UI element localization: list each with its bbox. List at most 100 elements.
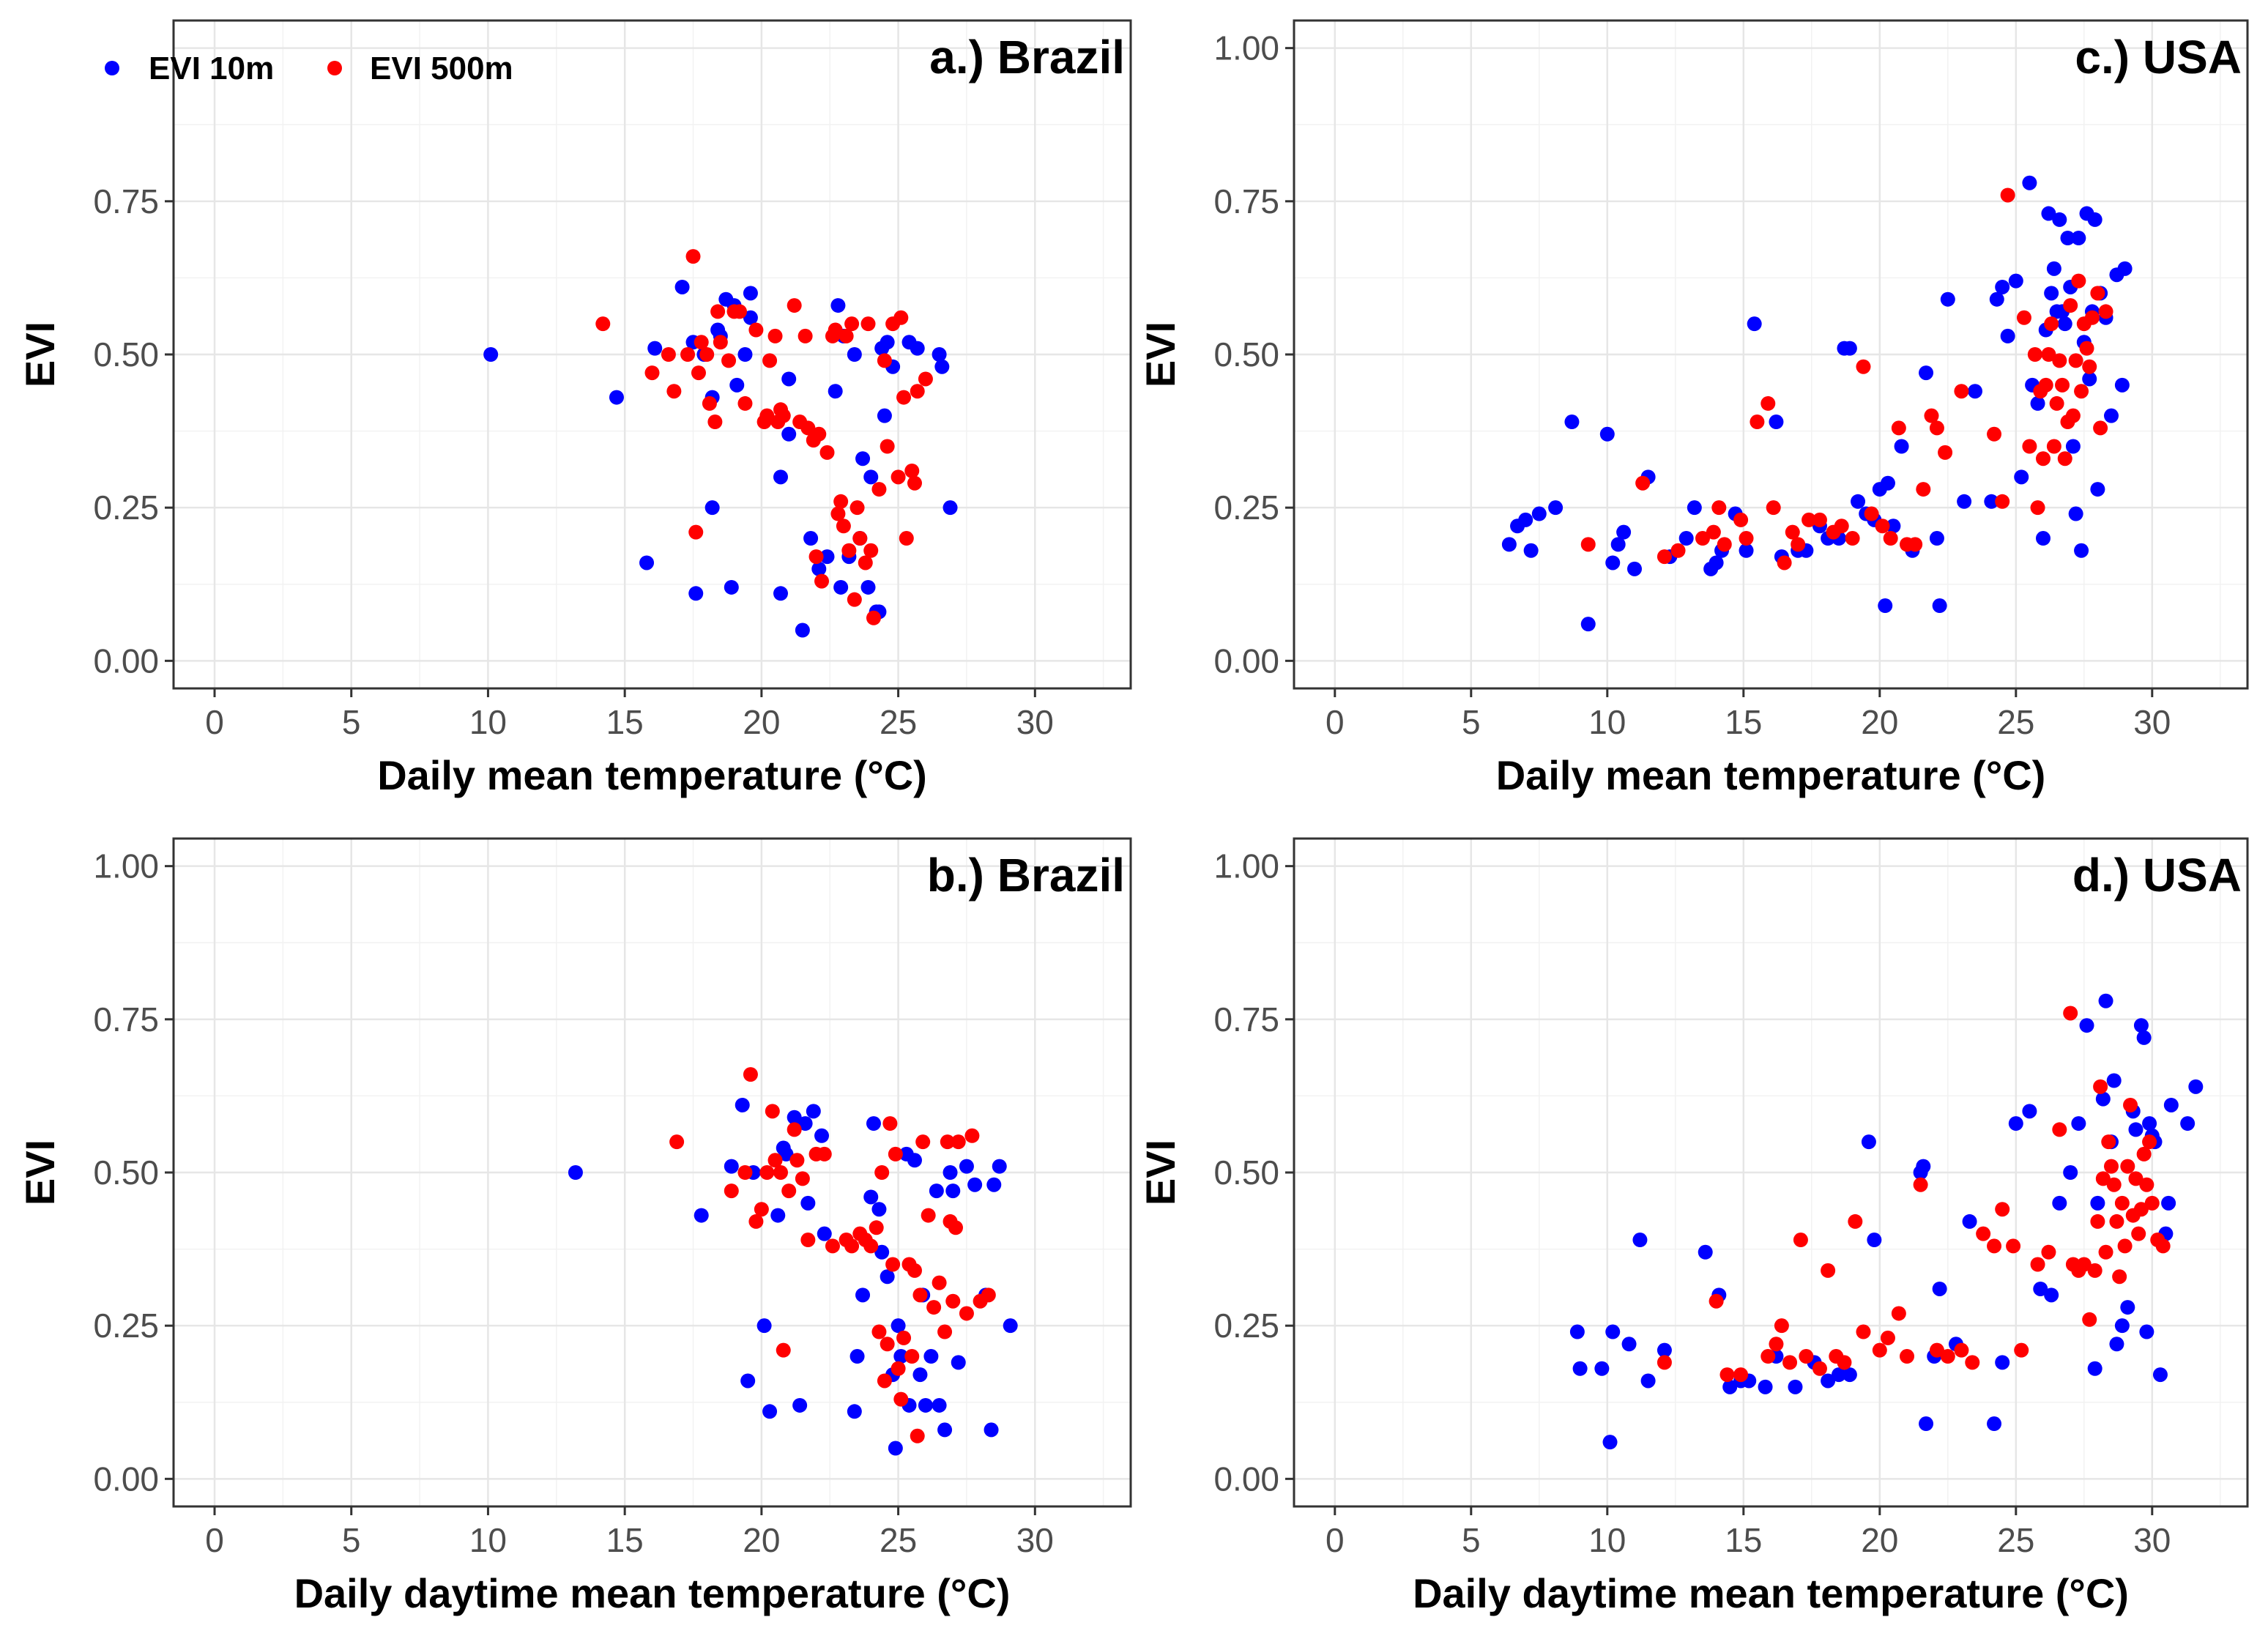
point-evi-10m — [639, 555, 655, 571]
point-evi-10m — [2079, 1018, 2094, 1033]
point-evi-500m — [754, 1202, 769, 1217]
point-evi-10m — [2128, 1122, 2144, 1137]
panel-d-x-ticks: 0 5 10 15 20 25 30 — [1326, 1506, 2171, 1559]
point-evi-10m — [819, 549, 835, 565]
point-evi-500m — [945, 1293, 961, 1309]
x-tick-label: 15 — [606, 1521, 644, 1559]
panel-c-x-axis-title: Daily mean temperature (°C) — [1496, 752, 2046, 798]
point-evi-10m — [1003, 1318, 1018, 1334]
panel-b-brazil-daytime-temp: 0 5 10 15 20 25 30 0.00 0.25 0.50 0.75 1.00 b.) Br… — [17, 837, 1132, 1616]
point-evi-500m — [732, 304, 747, 319]
point-evi-500m — [1856, 1324, 1871, 1339]
point-evi-10m — [1605, 1324, 1621, 1339]
point-evi-500m — [844, 316, 860, 332]
point-evi-10m — [932, 347, 947, 362]
point-evi-500m — [839, 328, 854, 343]
point-evi-10m — [1916, 1159, 1931, 1174]
point-evi-10m — [855, 1287, 871, 1303]
point-evi-500m — [1938, 445, 1953, 460]
point-evi-500m — [724, 1183, 739, 1199]
x-tick-label: 15 — [1725, 703, 1762, 741]
point-evi-500m — [877, 353, 892, 368]
y-tick-label: 0.50 — [93, 335, 159, 373]
point-evi-500m — [869, 1220, 884, 1235]
point-evi-10m — [2161, 1195, 2176, 1211]
point-evi-10m — [674, 279, 690, 294]
point-evi-10m — [817, 1226, 832, 1241]
point-evi-10m — [863, 1189, 879, 1205]
point-evi-500m — [765, 1104, 780, 1119]
point-evi-500m — [863, 1238, 879, 1254]
point-evi-10m — [1842, 1367, 1857, 1383]
point-evi-10m — [992, 1159, 1007, 1174]
point-evi-10m — [1989, 291, 2004, 307]
point-evi-500m — [1856, 359, 1871, 374]
point-evi-10m — [2000, 328, 2015, 343]
point-evi-500m — [1657, 549, 1672, 565]
point-evi-10m — [967, 1177, 983, 1192]
point-evi-500m — [2139, 1177, 2154, 1192]
point-evi-500m — [787, 298, 802, 313]
legend-swatch-evi-10m — [105, 61, 119, 75]
y-tick-label: 1.00 — [93, 847, 159, 885]
point-evi-500m — [1777, 555, 1792, 571]
point-evi-10m — [923, 1349, 939, 1364]
panel-d-y-axis-title: EVI — [1137, 1140, 1183, 1205]
point-evi-10m — [2098, 993, 2113, 1008]
point-evi-10m — [855, 451, 871, 467]
point-evi-10m — [1518, 512, 1533, 527]
point-evi-10m — [2180, 1116, 2196, 1131]
point-evi-500m — [921, 1208, 936, 1223]
point-evi-500m — [1883, 531, 1898, 546]
point-evi-500m — [860, 316, 876, 332]
x-tick-label: 0 — [1326, 1521, 1345, 1559]
point-evi-500m — [2044, 316, 2059, 332]
point-evi-10m — [609, 390, 624, 405]
point-evi-10m — [1932, 1281, 1947, 1296]
point-evi-10m — [773, 469, 789, 485]
point-evi-500m — [1635, 475, 1651, 491]
point-evi-10m — [986, 1177, 1002, 1192]
point-evi-10m — [778, 1146, 794, 1162]
point-evi-500m — [702, 395, 717, 411]
point-evi-500m — [1976, 1226, 1991, 1241]
point-evi-500m — [1929, 1342, 1944, 1358]
point-evi-10m — [2033, 1281, 2048, 1296]
point-evi-500m — [1864, 506, 1879, 521]
point-evi-500m — [2030, 1257, 2045, 1272]
point-evi-10m — [942, 500, 958, 516]
point-evi-500m — [811, 426, 827, 442]
point-evi-500m — [1821, 1263, 1836, 1278]
point-evi-500m — [691, 365, 706, 381]
point-evi-500m — [880, 439, 895, 454]
point-evi-500m — [1929, 420, 1944, 436]
x-tick-label: 30 — [2133, 1521, 2171, 1559]
point-evi-10m — [1758, 1379, 1773, 1394]
point-evi-10m — [694, 1208, 709, 1223]
point-evi-500m — [2063, 1006, 2078, 1021]
point-evi-500m — [2036, 451, 2051, 467]
point-evi-500m — [759, 408, 775, 423]
point-evi-500m — [2014, 1342, 2029, 1358]
point-evi-10m — [918, 1397, 933, 1413]
point-evi-500m — [2030, 500, 2045, 516]
point-evi-500m — [964, 1128, 980, 1143]
x-tick-label: 0 — [205, 703, 224, 741]
point-evi-500m — [874, 1165, 890, 1180]
point-evi-500m — [1785, 524, 1800, 540]
point-evi-500m — [2052, 1122, 2067, 1137]
point-evi-500m — [2065, 408, 2081, 423]
point-evi-500m — [2109, 1214, 2124, 1229]
point-evi-500m — [2082, 1312, 2097, 1327]
point-evi-500m — [891, 469, 906, 485]
point-evi-10m — [1657, 1342, 1672, 1358]
x-tick-label: 5 — [1462, 703, 1481, 741]
point-evi-500m — [767, 328, 783, 343]
point-evi-500m — [2084, 310, 2100, 325]
point-evi-500m — [2090, 1214, 2105, 1229]
point-evi-10m — [2114, 1318, 2130, 1334]
y-tick-label: 0.00 — [93, 642, 159, 680]
point-evi-10m — [1886, 519, 1901, 534]
point-evi-500m — [871, 1324, 887, 1339]
point-evi-500m — [2016, 310, 2031, 325]
